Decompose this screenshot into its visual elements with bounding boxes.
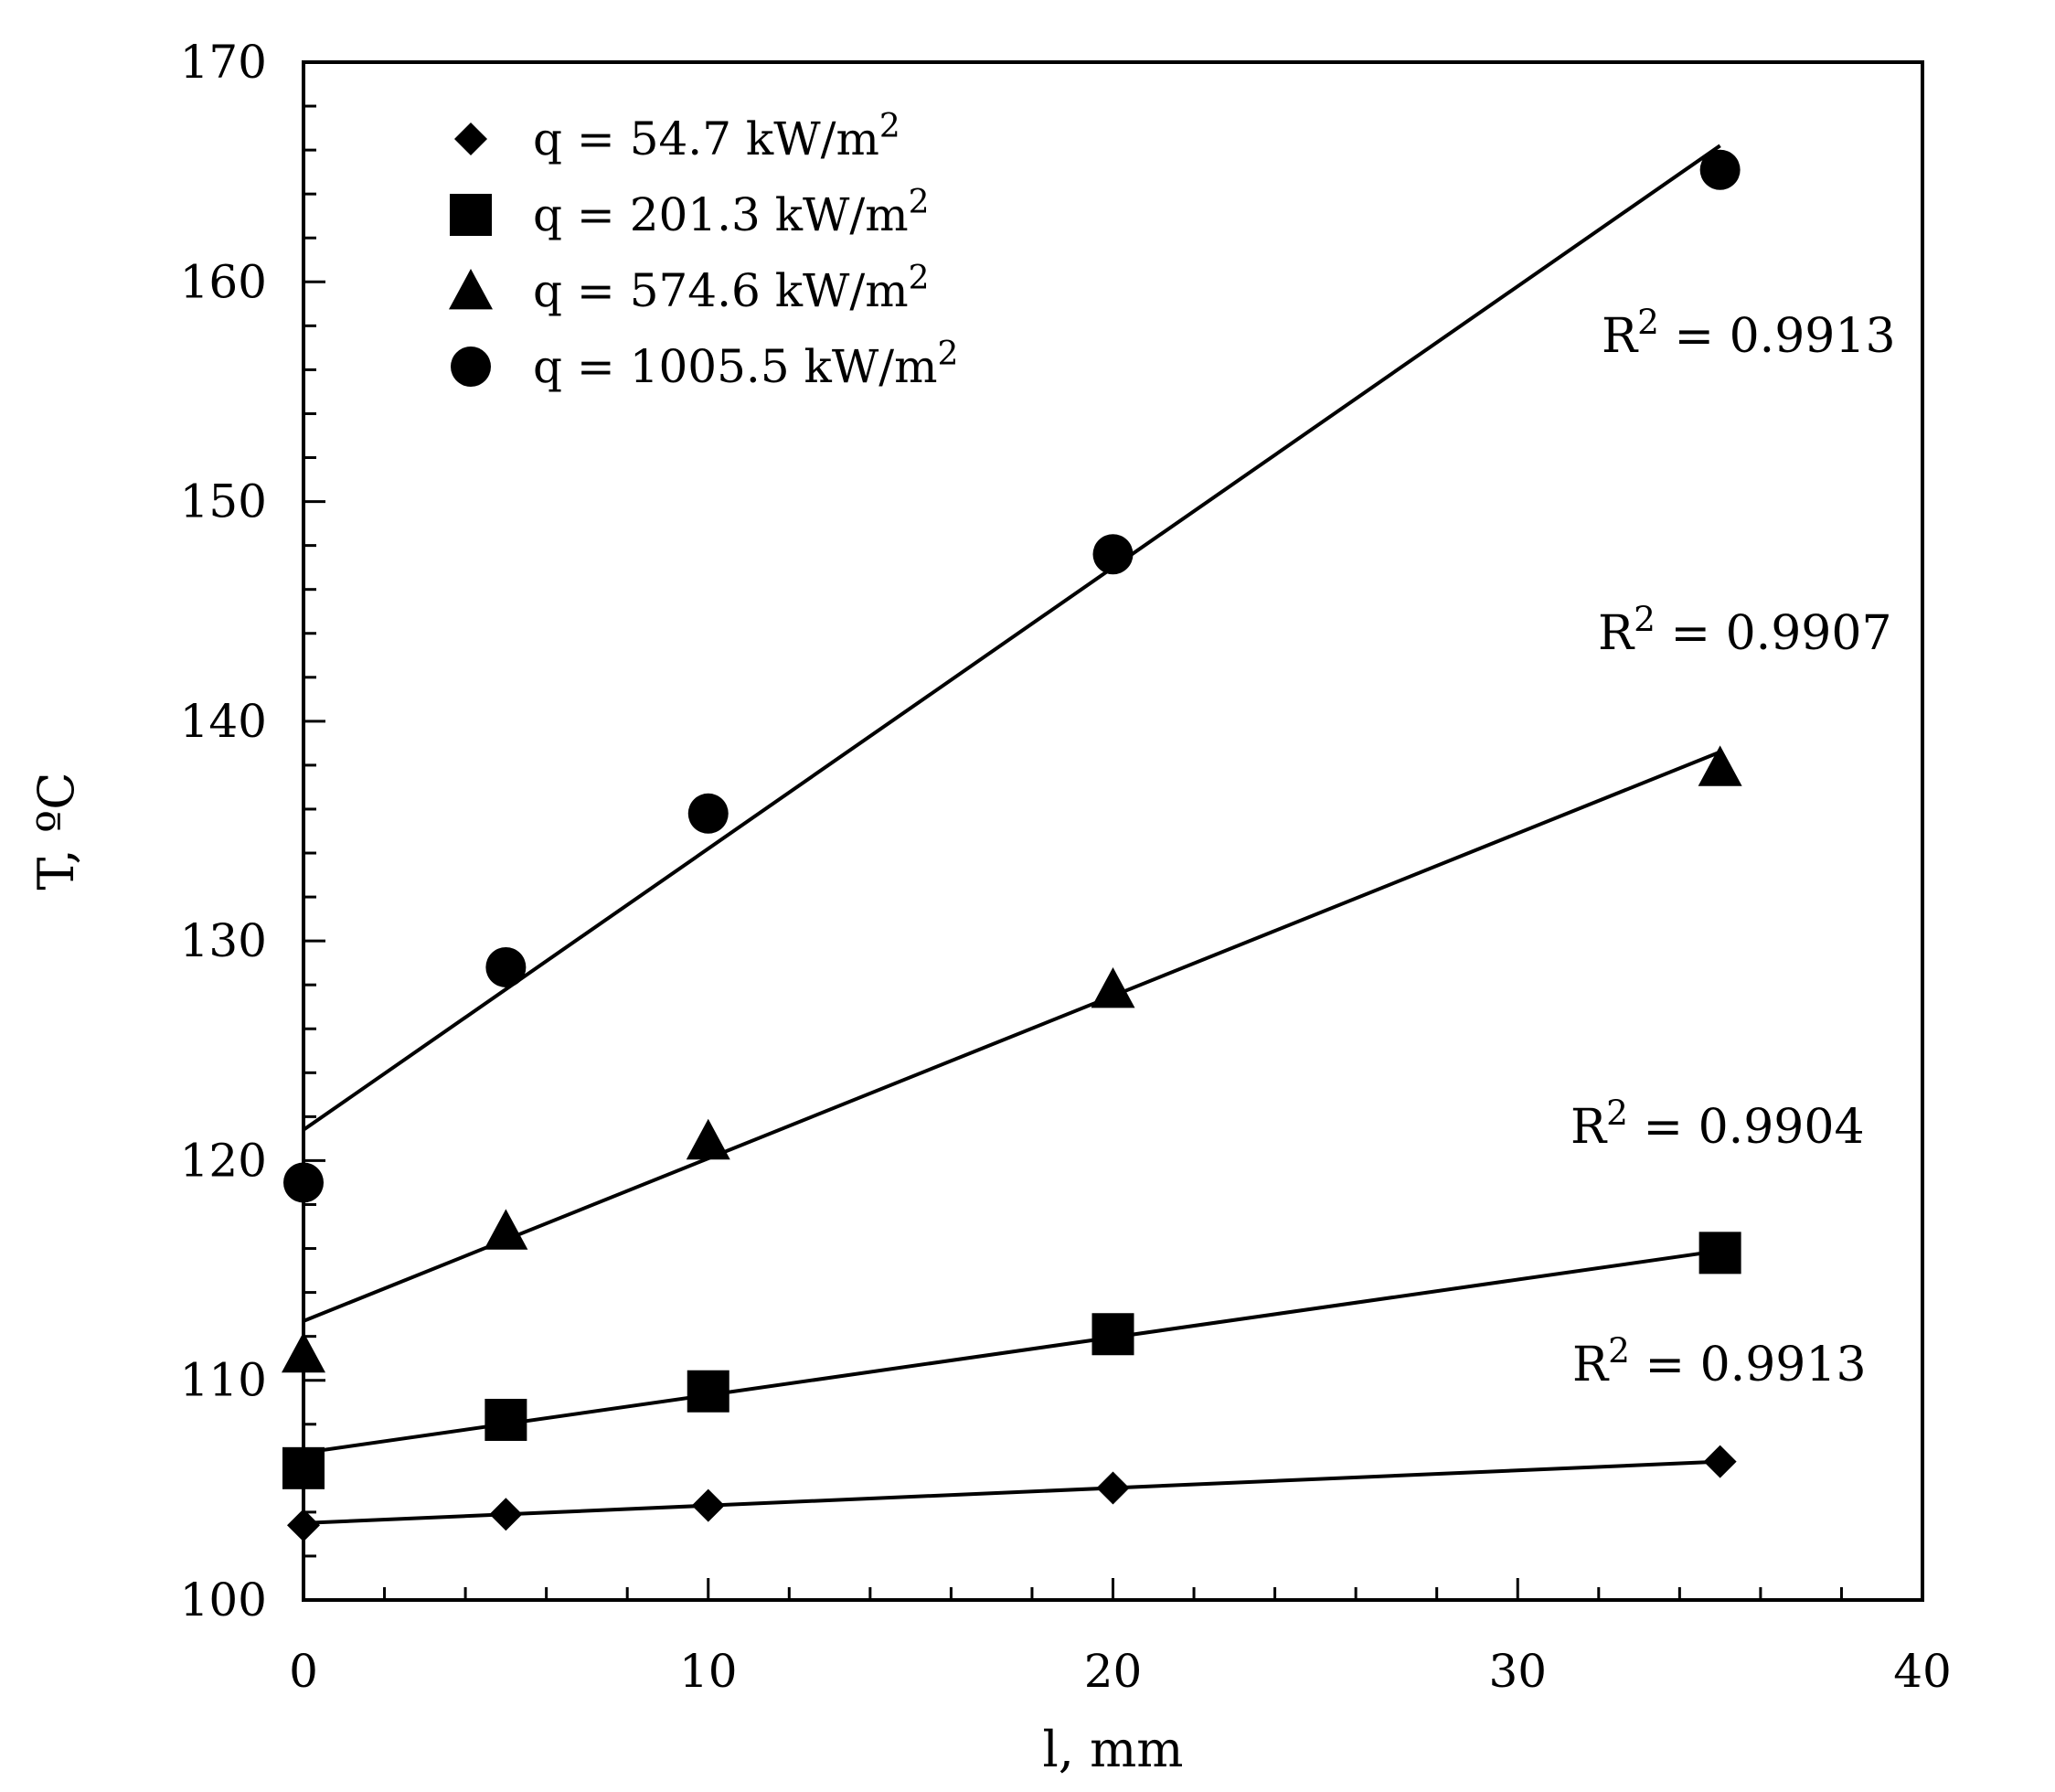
legend-label-q10055-sup: 2 [937,336,958,373]
legend-marker-q10055 [451,347,491,387]
r2-label-q547-rest: = 0.9913 [1630,1338,1867,1392]
r2-label-q10055-main: R [1602,309,1639,364]
x-tick-label: 30 [1488,1645,1547,1698]
r2-label-q2013: R2 = 0.9904 [1571,1093,1865,1155]
x-tick-label: 20 [1084,1645,1143,1698]
data-point-q10055 [485,946,527,987]
data-point-q2013 [1698,1232,1741,1275]
r2-label-q2013-rest: = 0.9904 [1628,1100,1865,1155]
legend-marker-q5746 [449,269,493,310]
y-tick-label: 130 [180,914,267,967]
r2-label-q5746-rest: = 0.9907 [1656,606,1892,661]
legend-label-q547-sup: 2 [879,108,900,145]
data-point-q10055 [283,1162,324,1203]
data-point-q2013 [282,1446,325,1489]
legend-label-q2013-sup: 2 [909,184,930,221]
data-point-q547 [1703,1445,1737,1478]
data-point-q5746 [1091,967,1135,1008]
x-tick-label: 10 [679,1645,738,1698]
legend-label-q10055: q = 1005.5 kW/m2 [533,336,958,393]
r2-label-q547-main: R [1572,1338,1610,1392]
r2-label-q547-sup: 2 [1608,1330,1630,1371]
y-tick-label: 140 [180,695,267,748]
r2-label-q5746: R2 = 0.9907 [1598,599,1892,661]
r2-label-q2013-main: R [1571,1100,1608,1155]
legend-label-q547: q = 54.7 kW/m2 [533,108,900,165]
trendline-q2013 [303,1248,1720,1455]
x-axis-title: l, mm [1042,1721,1183,1778]
data-point-q547 [287,1509,320,1542]
legend-marker-q547 [454,123,487,155]
legend-label-q5746-main: q = 574.6 kW/m [533,264,909,317]
data-point-q2013 [687,1370,729,1413]
data-point-q10055 [1092,534,1134,575]
y-tick-label: 170 [180,36,267,89]
data-point-q547 [1096,1471,1130,1505]
y-tick-label: 120 [180,1134,267,1187]
trendline-q10055 [302,144,1721,1132]
data-point-q10055 [687,793,729,834]
y-tick-label: 100 [180,1573,267,1627]
y-tick-label: 150 [180,475,267,528]
x-tick-label: 0 [289,1645,318,1698]
y-tick-label: 110 [180,1354,267,1407]
r2-label-q10055: R2 = 0.9913 [1602,302,1896,364]
data-point-q5746 [282,1331,325,1373]
trendline-q5746 [303,750,1721,1323]
legend-marker-q2013 [450,194,492,236]
r2-label-q2013-sup: 2 [1606,1093,1628,1133]
r2-label-q5746-sup: 2 [1634,599,1656,639]
legend-label-q2013-main: q = 201.3 kW/m [533,188,909,241]
data-point-q10055 [1699,149,1741,190]
r2-label-q547: R2 = 0.9913 [1572,1330,1867,1392]
legend-label-q5746: q = 574.6 kW/m2 [533,260,930,317]
data-point-q547 [489,1498,523,1531]
legend-label-q547-main: q = 54.7 kW/m [533,112,879,165]
data-point-q5746 [484,1209,528,1250]
data-point-q5746 [1698,745,1742,786]
r2-label-q10055-rest: = 0.9913 [1659,309,1896,364]
y-axis-title: T, ºC [27,772,85,890]
r2-label-q5746-main: R [1598,606,1635,661]
y-tick-label: 160 [180,255,267,308]
data-point-q547 [691,1488,725,1522]
legend-label-q5746-sup: 2 [909,260,930,297]
x-tick-label: 40 [1893,1645,1952,1698]
data-point-q2013 [484,1398,527,1441]
data-point-q5746 [686,1118,730,1160]
data-point-q2013 [1091,1313,1134,1356]
r2-label-q10055-sup: 2 [1637,302,1659,342]
trendline-q547 [303,1459,1720,1525]
legend-label-q2013: q = 201.3 kW/m2 [533,184,930,241]
legend-label-q10055-main: q = 1005.5 kW/m [533,340,937,393]
